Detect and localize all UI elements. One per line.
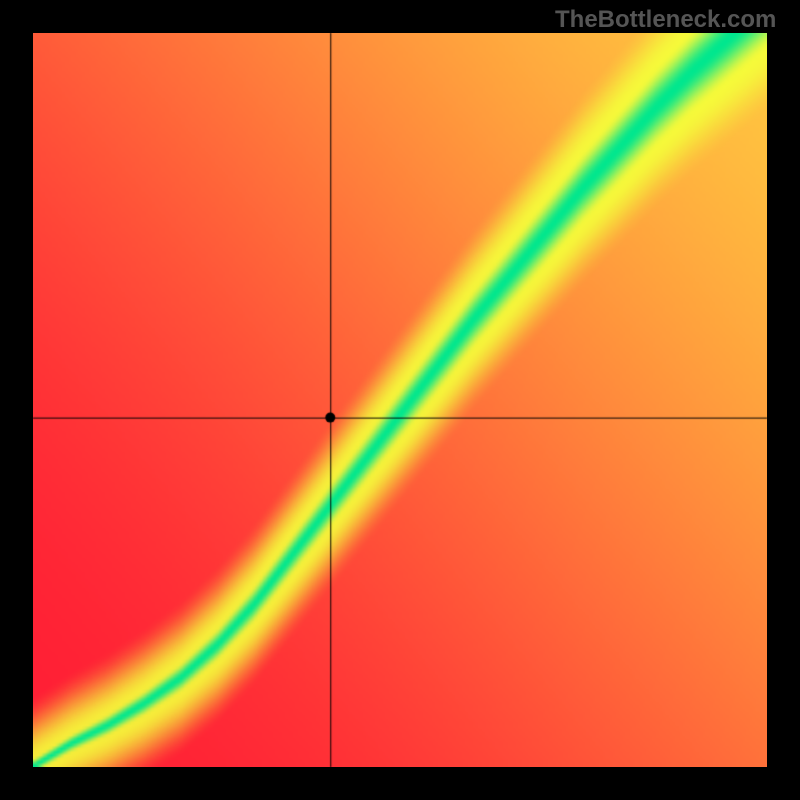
watermark-text: TheBottleneck.com: [555, 6, 776, 34]
heatmap-canvas: [33, 33, 767, 767]
chart-container: TheBottleneck.com: [0, 0, 800, 800]
